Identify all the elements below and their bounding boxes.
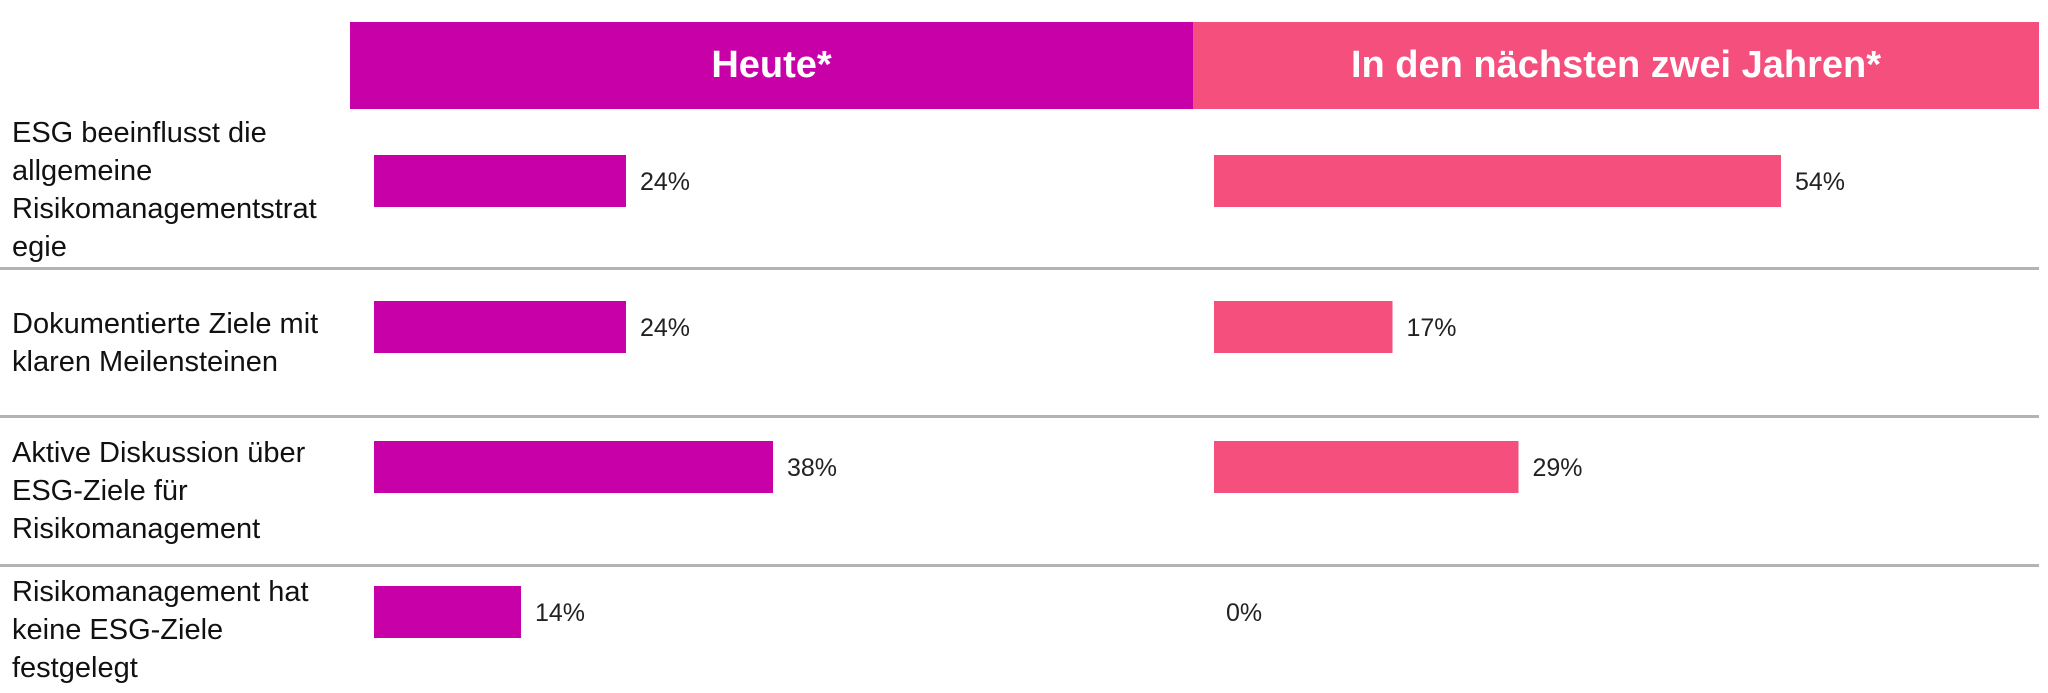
value-label-heute-1: 24% — [640, 168, 690, 196]
series-header-heute: Heute* — [350, 22, 1193, 109]
category-label-3: Aktive Diskussion über ESG-Ziele für Ris… — [12, 418, 352, 564]
bar-next-2 — [1214, 301, 1393, 353]
value-label-next-2: 17% — [1407, 314, 1457, 342]
value-label-heute-4: 14% — [535, 599, 585, 627]
category-label-line: klaren Meilensteinen — [12, 345, 278, 378]
row-divider — [0, 415, 2039, 418]
category-label-line: ESG beeinflusst die — [12, 117, 267, 149]
category-label-line: Dokumentierte Ziele mit — [12, 307, 319, 340]
category-label-line: allgemeine — [12, 155, 153, 187]
bar-next-3 — [1214, 441, 1519, 493]
value-label-heute-2: 24% — [640, 314, 690, 342]
category-label-2: Dokumentierte Ziele mit klaren Meilenste… — [12, 270, 352, 415]
bar-heute-3 — [374, 441, 773, 493]
category-label-line: ESG-Ziele für — [12, 475, 188, 507]
bar-heute-1 — [374, 155, 626, 207]
category-label-line: Risikomanagement hat — [12, 576, 309, 608]
bar-next-1 — [1214, 155, 1781, 207]
category-label-line: egie — [12, 231, 67, 263]
category-label-line: Aktive Diskussion über — [12, 437, 306, 469]
value-label-next-4: 0% — [1226, 599, 1262, 627]
row-divider — [0, 564, 2039, 567]
value-label-next-3: 29% — [1533, 454, 1583, 482]
bar-heute-2 — [374, 301, 626, 353]
bar-heute-4 — [374, 586, 521, 638]
category-label-1: ESG beeinflusst die allgemeine Risikoman… — [12, 113, 352, 267]
category-label-line: Risikomanagement — [12, 513, 261, 545]
value-label-next-1: 54% — [1795, 168, 1845, 196]
category-label-line: keine ESG-Ziele — [12, 614, 224, 646]
series-header-next-two-years: In den nächsten zwei Jahren* — [1193, 22, 2039, 109]
row-divider — [0, 267, 2039, 270]
category-label-line: Risikomanagementstrat — [12, 193, 317, 225]
category-label-4: Risikomanagement hat keine ESG-Ziele fes… — [12, 567, 352, 693]
category-label-line: festgelegt — [12, 652, 138, 684]
value-label-heute-3: 38% — [787, 454, 837, 482]
